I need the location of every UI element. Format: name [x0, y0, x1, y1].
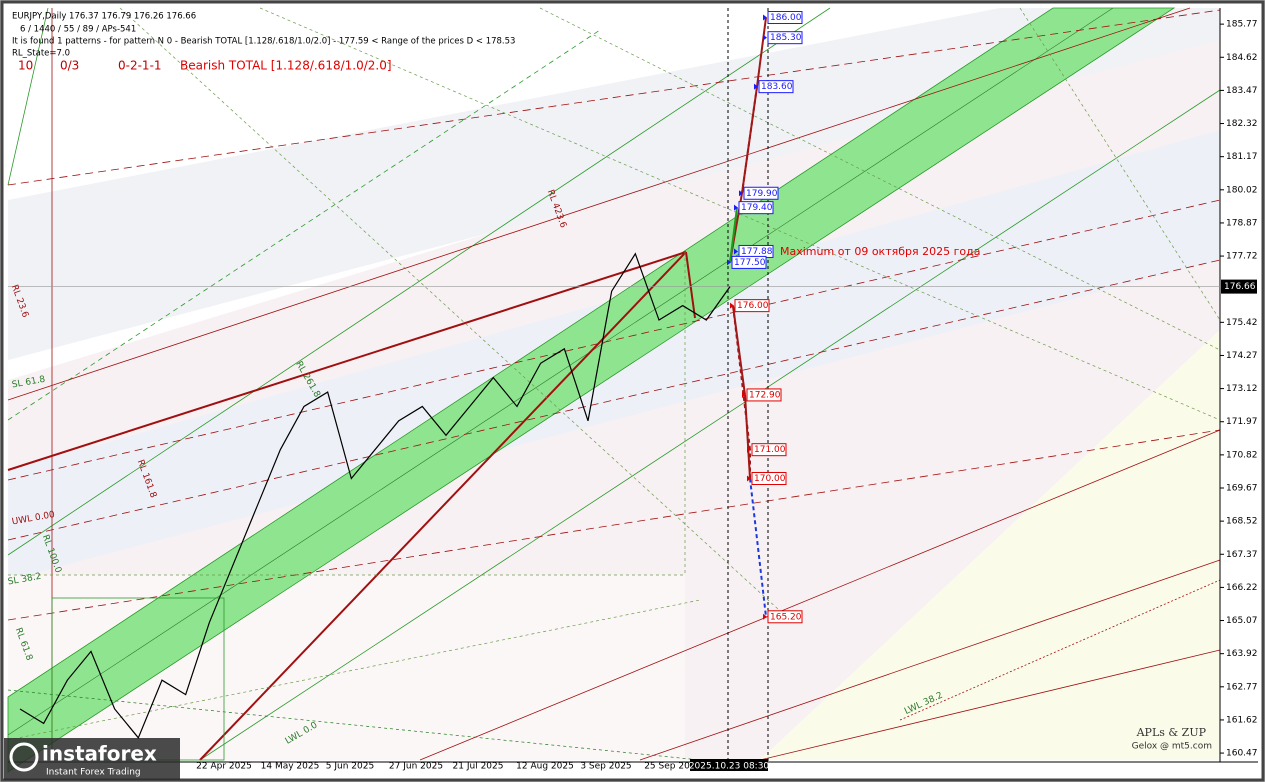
- y-tick-label: 173.12: [1226, 384, 1258, 394]
- cursor-time: 2025.10.23 08:30: [689, 762, 770, 772]
- level-box: [743, 186, 779, 200]
- level-box: [751, 471, 787, 485]
- level-label: 176.00: [737, 301, 769, 311]
- logo-bg: [4, 738, 180, 780]
- level-label: 170.00: [754, 474, 786, 484]
- y-tick-label: 168.52: [1226, 517, 1258, 527]
- x-tick-label: 5 Jun 2025: [326, 762, 374, 772]
- y-tick-label: 162.77: [1226, 682, 1258, 692]
- pattern-leg: [741, 86, 758, 194]
- level-marker: [754, 83, 758, 90]
- last-price-label: 176.66: [1224, 282, 1256, 292]
- logo: instaforex Instant Forex Trading: [4, 738, 180, 780]
- y-tick-label: 182.32: [1226, 119, 1258, 129]
- counter: 0/3: [60, 59, 79, 73]
- level-box: [767, 31, 803, 45]
- header: EURJPY,Daily 176.37 176.79 176.26 176.66…: [12, 12, 515, 73]
- logo-icon: [9, 742, 39, 772]
- y-tick-label: 175.42: [1226, 318, 1258, 328]
- y-tick-label: 178.87: [1226, 218, 1258, 228]
- y-tick-label: 174.27: [1226, 351, 1258, 361]
- zone: [760, 330, 1220, 760]
- level-marker: [739, 190, 743, 197]
- symbol-line: EURJPY,Daily 176.37 176.79 176.26 176.66: [12, 12, 196, 22]
- pattern-leg: [729, 207, 738, 263]
- level-label: 171.00: [754, 445, 786, 455]
- level-label: 179.90: [746, 189, 778, 199]
- channel-median: [7, 7, 1114, 736]
- pattern-leg: [756, 17, 767, 87]
- cursor-time-box: [690, 759, 768, 771]
- y-tick-label: 165.07: [1226, 616, 1258, 626]
- level-marker: [734, 204, 738, 211]
- annotation: Maximum от 09 октября 2025 года: [780, 245, 980, 258]
- y-tick-label: 169.67: [1226, 484, 1258, 494]
- level-label: 186.00: [770, 13, 802, 23]
- pattern-info: It is found 1 patterns - for pattern N 0…: [12, 37, 515, 47]
- level-marker: [763, 14, 767, 21]
- y-tick-label: 160.47: [1226, 749, 1258, 759]
- level-box: [767, 11, 803, 25]
- level-label: 165.20: [770, 612, 802, 622]
- counter: 10: [18, 59, 33, 73]
- x-tick-label: 22 Apr 2025: [196, 762, 252, 772]
- x-tick-label: 21 Jul 2025: [453, 762, 504, 772]
- level-label: 179.40: [741, 203, 773, 213]
- level-label: 183.60: [761, 82, 793, 92]
- level-marker: [747, 475, 751, 482]
- zone: [8, 8, 1220, 360]
- y-tick-label: 185.77: [1226, 20, 1258, 30]
- pattern-leg: [732, 305, 751, 450]
- pattern-leg: [744, 394, 751, 479]
- y-tick-label: 183.47: [1226, 86, 1258, 96]
- level-box: [746, 388, 782, 402]
- y-tick-label: 184.62: [1226, 53, 1258, 63]
- price-line: [19, 252, 731, 739]
- credit: APLs & ZUP: [1136, 726, 1207, 739]
- x-tick-label: 27 Jun 2025: [389, 762, 443, 772]
- y-tick-label: 181.17: [1226, 152, 1258, 162]
- level-box: [738, 201, 774, 215]
- level-marker: [763, 613, 767, 620]
- level-marker: [742, 391, 746, 398]
- y-tick-label: 177.72: [1226, 252, 1258, 262]
- y-tick-label: 171.97: [1226, 417, 1258, 427]
- level-box: [767, 610, 803, 624]
- level-label: 172.90: [749, 390, 781, 400]
- params: 6 / 1440 / 55 / 89 / APs-541: [20, 25, 136, 35]
- green-lines: [7, 7, 1221, 761]
- y-tick-label: 166.22: [1226, 583, 1258, 593]
- level-label: 177.88: [741, 247, 773, 257]
- last-price-box: [1221, 279, 1257, 294]
- level-box: [758, 80, 794, 94]
- state: RL_State=7.0: [12, 49, 70, 59]
- y-tick-label: 161.62: [1226, 715, 1258, 725]
- y-tick-label: 180.02: [1226, 185, 1258, 195]
- site: Gelox @ mt5.com: [1132, 742, 1212, 752]
- x-tick-label: 3 Sep 2025: [580, 762, 631, 772]
- x-tick-label: 25 Sep 20: [644, 762, 690, 772]
- level-box: [751, 443, 787, 457]
- logo-text: instaforex: [42, 742, 157, 766]
- level-marker: [747, 446, 751, 453]
- x-tick-label: 12 Aug 2025: [516, 762, 574, 772]
- x-tick-label: 14 May 2025: [261, 762, 320, 772]
- logo-tagline: Instant Forex Trading: [46, 768, 141, 778]
- y-tick-label: 167.37: [1226, 550, 1258, 560]
- level-marker: [730, 302, 734, 309]
- pattern-name: Bearish TOTAL [1.128/.618/1.0/2.0]: [180, 59, 392, 73]
- level-marker: [727, 259, 731, 266]
- pattern-leg: [749, 478, 767, 617]
- level-marker: [734, 248, 738, 255]
- level-marker: [763, 34, 767, 41]
- level-box: [731, 255, 767, 269]
- y-tick-label: 163.92: [1226, 649, 1258, 659]
- level-label: 177.50: [734, 258, 766, 268]
- level-label: 185.30: [770, 33, 802, 43]
- y-tick-label: 170.82: [1226, 450, 1258, 460]
- level-box: [734, 299, 770, 313]
- counter: 0-2-1-1: [118, 59, 162, 73]
